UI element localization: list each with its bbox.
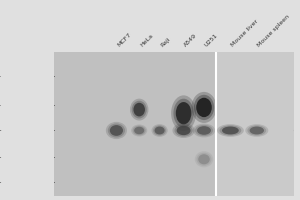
Ellipse shape [132,101,147,118]
Ellipse shape [198,154,210,164]
Ellipse shape [130,99,148,121]
Ellipse shape [133,126,146,135]
Ellipse shape [172,123,195,138]
Ellipse shape [173,99,194,128]
Ellipse shape [171,95,196,131]
FancyBboxPatch shape [54,52,216,196]
Text: U251: U251 [204,33,219,48]
Ellipse shape [196,153,211,166]
Text: Mouse liver: Mouse liver [230,19,260,48]
Ellipse shape [196,98,212,117]
Ellipse shape [152,124,168,137]
Text: 100KD -: 100KD - [0,102,1,108]
Text: Mouse spleen: Mouse spleen [257,14,291,48]
Ellipse shape [222,127,239,134]
Ellipse shape [193,124,215,137]
Ellipse shape [194,95,214,120]
Ellipse shape [154,127,165,134]
Ellipse shape [245,124,268,137]
Ellipse shape [134,103,145,116]
Ellipse shape [110,125,123,136]
Ellipse shape [197,126,211,135]
Ellipse shape [106,122,127,139]
Ellipse shape [131,124,147,136]
Ellipse shape [177,126,190,135]
Ellipse shape [176,102,191,124]
Ellipse shape [134,127,144,134]
Text: HeLa: HeLa [139,33,154,48]
Ellipse shape [220,125,241,136]
Ellipse shape [217,124,244,137]
Ellipse shape [250,127,264,134]
Ellipse shape [153,125,166,136]
Ellipse shape [175,124,193,137]
Ellipse shape [195,151,213,167]
Ellipse shape [108,123,125,138]
Text: 130KD -: 130KD - [0,73,1,79]
FancyBboxPatch shape [216,52,294,196]
Ellipse shape [191,92,217,123]
Text: MCF7: MCF7 [116,32,132,48]
Text: Raji: Raji [160,36,171,48]
Text: A549: A549 [184,33,199,48]
Text: 50KD -: 50KD - [0,154,1,160]
Text: 40KD -: 40KD - [0,179,1,185]
Ellipse shape [195,125,213,136]
Ellipse shape [248,125,266,136]
Text: 70KD -: 70KD - [0,127,1,133]
